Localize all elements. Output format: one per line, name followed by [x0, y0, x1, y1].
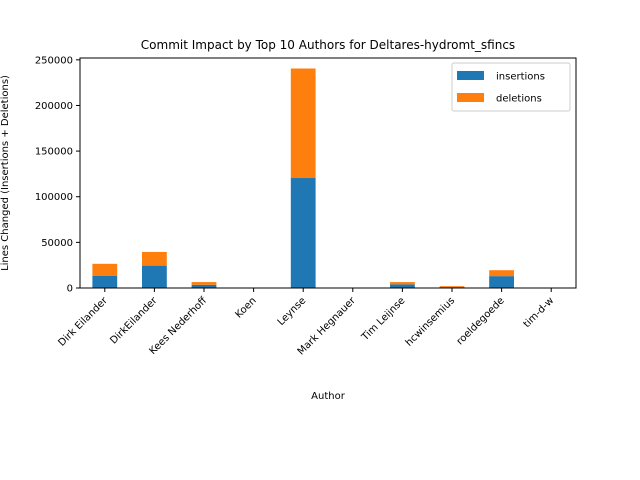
chart-title: Commit Impact by Top 10 Authors for Delt… [141, 38, 515, 52]
bar-insertions-4 [290, 178, 316, 288]
legend-swatch-insertions [457, 71, 484, 80]
bar-deletions-0 [92, 263, 118, 276]
bar-deletions-2 [191, 282, 217, 285]
bar-deletions-4 [290, 68, 316, 179]
x-axis-label: Author [311, 391, 346, 402]
y-axis-ticks: 0 50000 100000 150000 200000 250000 [35, 55, 80, 295]
y-tick-label: 0 [67, 284, 73, 295]
x-tick-label: hcwinsemius [404, 295, 457, 348]
bar-deletions-7 [439, 286, 465, 288]
bar-insertions-1 [142, 265, 167, 288]
x-tick-label: DirkEilander [108, 295, 160, 347]
bar-deletions-6 [390, 282, 415, 285]
x-tick-label: tim-d-w [522, 295, 557, 330]
y-axis-label: Lines Changed (Insertions + Deletions) [0, 75, 11, 271]
bars-group [92, 68, 514, 288]
x-tick-label: roeldegoede [455, 295, 507, 347]
bar-insertions-8 [489, 276, 514, 288]
bar-deletions-8 [489, 270, 514, 277]
y-tick-label: 250000 [35, 55, 73, 66]
x-tick-label: Leynse [276, 295, 309, 328]
legend-label-deletions: deletions [496, 94, 542, 105]
bar-deletions-1 [142, 251, 167, 266]
legend-label-insertions: insertions [496, 72, 545, 83]
y-tick-label: 150000 [35, 147, 73, 158]
bar-insertions-6 [390, 284, 415, 288]
x-tick-label: Dirk Eilander [57, 295, 111, 349]
x-tick-label: Koen [233, 295, 258, 320]
bar-insertions-2 [191, 284, 217, 288]
legend: insertions deletions [451, 62, 571, 112]
bar-insertions-0 [92, 275, 118, 288]
legend-swatch-deletions [457, 93, 484, 102]
y-tick-label: 200000 [35, 101, 73, 112]
y-tick-label: 50000 [41, 238, 73, 249]
y-tick-label: 100000 [35, 192, 73, 203]
plot-area-frame [79, 57, 577, 289]
x-tick-label: Tim Leijnse [359, 295, 407, 343]
